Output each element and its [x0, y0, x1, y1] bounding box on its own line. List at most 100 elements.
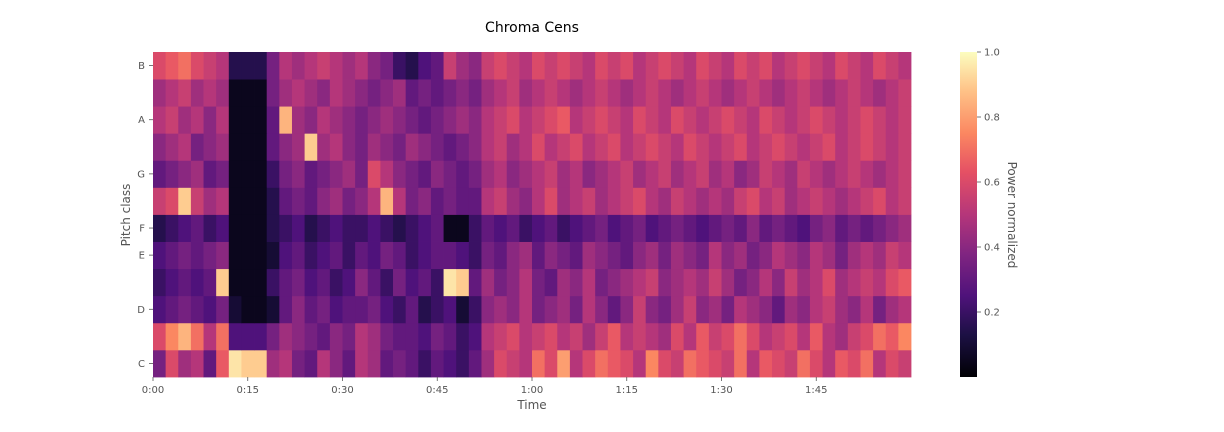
heatmap-cell	[266, 268, 280, 297]
heatmap-cell	[329, 214, 343, 242]
heatmap-cell	[746, 241, 760, 270]
heatmap-cell	[607, 268, 621, 297]
heatmap-cell	[430, 214, 444, 242]
heatmap-cell	[746, 322, 760, 351]
heatmap-cell	[582, 160, 596, 188]
heatmap-cell	[393, 241, 407, 270]
heatmap-cell	[860, 322, 874, 351]
heatmap-cell	[519, 268, 533, 297]
heatmap-cell	[241, 133, 255, 161]
heatmap-cell	[708, 133, 722, 161]
heatmap-cell	[620, 187, 634, 215]
heatmap-cell	[784, 322, 798, 351]
heatmap-cell	[633, 268, 647, 297]
heatmap-cell	[153, 79, 167, 107]
heatmap-cell	[266, 106, 280, 134]
heatmap-cell	[670, 241, 684, 270]
heatmap-cell	[569, 214, 583, 242]
heatmap-cell	[153, 349, 167, 378]
heatmap-cell	[683, 187, 697, 215]
heatmap-cell	[633, 241, 647, 270]
heatmap-cell	[797, 241, 811, 270]
heatmap-cell	[380, 268, 394, 297]
heatmap-cell	[329, 268, 343, 297]
heatmap-cell	[494, 106, 508, 134]
heatmap-cell	[153, 268, 167, 297]
heatmap-cell	[279, 268, 293, 297]
heatmap-cell	[557, 160, 571, 188]
heatmap-cell	[153, 106, 167, 134]
heatmap-cell	[506, 133, 520, 161]
heatmap-cell	[557, 295, 571, 324]
heatmap-cell	[784, 79, 798, 107]
heatmap-cell	[860, 106, 874, 134]
heatmap-cell	[291, 322, 305, 351]
heatmap-cell	[165, 268, 179, 297]
heatmap-cell	[620, 268, 634, 297]
heatmap-cell	[670, 214, 684, 242]
heatmap-cell	[633, 160, 647, 188]
heatmap-cell	[772, 349, 786, 378]
heatmap-cell	[355, 106, 369, 134]
heatmap-cell	[494, 295, 508, 324]
heatmap-cell	[481, 268, 495, 297]
heatmap-cell	[670, 349, 684, 378]
heatmap-cell	[835, 349, 849, 378]
heatmap-cell	[658, 133, 672, 161]
heatmap-cell	[203, 187, 217, 215]
heatmap-cell	[342, 160, 356, 188]
heatmap-cell	[342, 268, 356, 297]
x-tick-label: 1:15	[616, 385, 638, 396]
heatmap-cell	[734, 133, 748, 161]
heatmap-cell	[582, 295, 596, 324]
heatmap-cell	[456, 106, 470, 134]
heatmap-cell	[708, 349, 722, 378]
heatmap-cell	[418, 79, 432, 107]
heatmap-cell	[809, 79, 823, 107]
heatmap-cell	[254, 241, 268, 270]
heatmap-cell	[544, 241, 558, 270]
heatmap-cell	[759, 160, 773, 188]
heatmap-cell	[203, 52, 217, 80]
heatmap-cell	[443, 241, 457, 270]
heatmap-cell	[481, 160, 495, 188]
heatmap-cell	[506, 295, 520, 324]
heatmap-cell	[670, 295, 684, 324]
heatmap-cell	[153, 322, 167, 351]
heatmap-cell	[835, 160, 849, 188]
heatmap-cell	[746, 268, 760, 297]
heatmap-cell	[430, 241, 444, 270]
heatmap-cell	[481, 295, 495, 324]
heatmap-cell	[633, 79, 647, 107]
heatmap-cell	[266, 133, 280, 161]
heatmap-cell	[506, 106, 520, 134]
heatmap-cell	[582, 241, 596, 270]
heatmap-cell	[291, 241, 305, 270]
heatmap-cell	[658, 214, 672, 242]
heatmap-cell	[532, 241, 546, 270]
heatmap-cell	[355, 52, 369, 80]
heatmap-cell	[620, 106, 634, 134]
heatmap-cell	[456, 133, 470, 161]
heatmap-cell	[822, 79, 836, 107]
heatmap-cell	[279, 187, 293, 215]
heatmap-cell	[494, 322, 508, 351]
heatmap-cell	[165, 79, 179, 107]
heatmap-cell	[216, 79, 230, 107]
heatmap-cell	[784, 187, 798, 215]
heatmap-cell	[873, 241, 887, 270]
heatmap-cell	[759, 349, 773, 378]
heatmap-cell	[683, 106, 697, 134]
heatmap-cell	[620, 241, 634, 270]
heatmap-cell	[708, 268, 722, 297]
heatmap-cell	[607, 133, 621, 161]
heatmap-cell	[544, 52, 558, 80]
heatmap-cell	[544, 133, 558, 161]
heatmap-cell	[241, 79, 255, 107]
heatmap-cell	[696, 187, 710, 215]
heatmap-cell	[658, 187, 672, 215]
heatmap-cell	[342, 133, 356, 161]
heatmap-cell	[696, 52, 710, 80]
heatmap-cell	[582, 214, 596, 242]
heatmap-cell	[481, 187, 495, 215]
